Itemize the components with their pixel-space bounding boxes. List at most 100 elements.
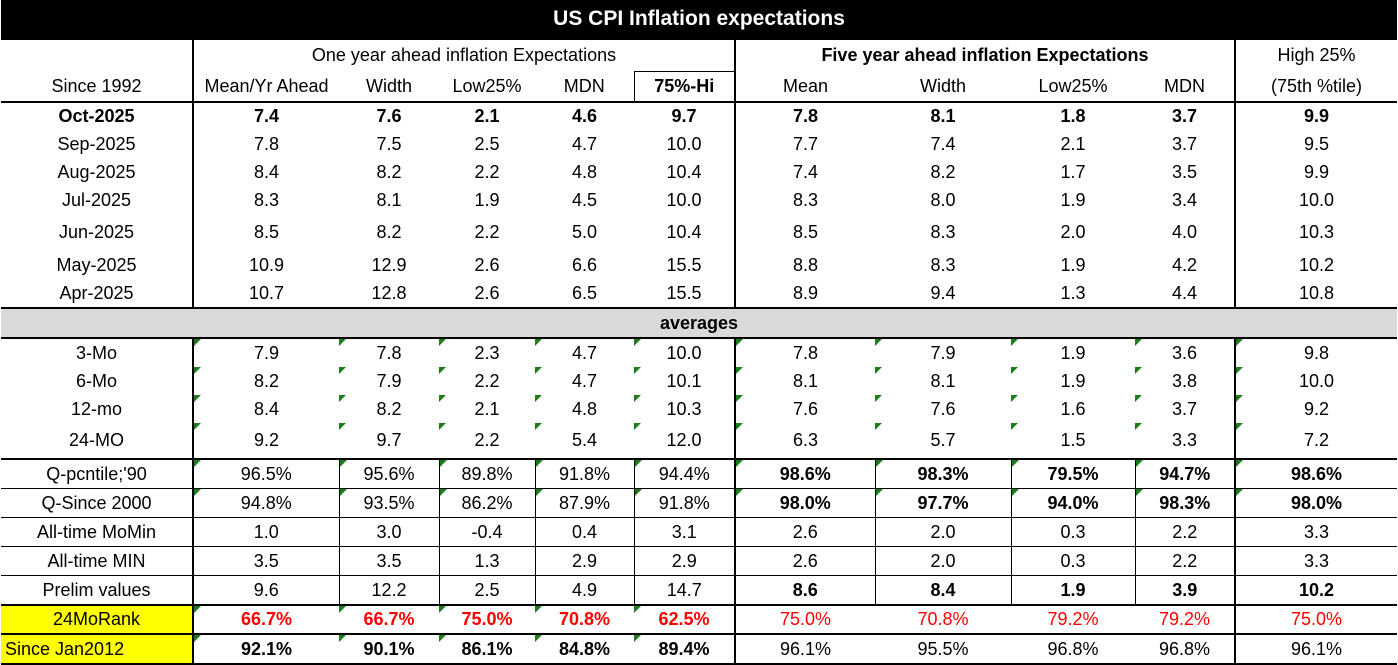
- month-row: Jun-2025 8.5 8.2 2.2 5.0 10.4 8.5 8.3 2.0 4.0 10.3: [1, 214, 1397, 251]
- cell-high25: 7.2: [1235, 423, 1398, 460]
- cell-high25: 10.8: [1235, 279, 1398, 309]
- cell-1y-mean: 10.9: [248, 254, 285, 275]
- cell-1y-low25: 2.5: [474, 133, 500, 154]
- cell-1y-low25: 2.6: [474, 254, 500, 275]
- cell-5y-low25: 0.3: [1011, 517, 1136, 547]
- cell-1y-mean: 10.7: [193, 279, 339, 309]
- cell-5y-mean: 7.8: [792, 106, 819, 126]
- cell-1y-low25: 1.9: [474, 189, 500, 210]
- cell-5y-low25: 1.9: [1011, 367, 1135, 395]
- cell-1y-75hi: 10.3: [634, 395, 736, 423]
- cell-high25: 3.3: [1235, 546, 1398, 576]
- cell-1y-low25: 2.1: [439, 395, 535, 423]
- stat-row: Q-Since 2000 94.8% 93.5% 86.2% 87.9% 91.8% 98.…: [1, 488, 1398, 518]
- cell-1y-mean: 94.8%: [193, 488, 340, 518]
- row-label: Jun-2025: [1, 214, 194, 251]
- cell-1y-mean: 92.1%: [193, 633, 339, 665]
- corner-cell: [1, 38, 194, 72]
- cell-high25: 98.6%: [1235, 459, 1398, 489]
- cell-5y-width: 95.5%: [875, 633, 1011, 665]
- cell-1y-width: 9.7: [339, 423, 439, 460]
- title-row: US CPI Inflation expectations: [1, 0, 1398, 39]
- cell-5y-width: 5.7: [875, 423, 1011, 460]
- cell-5y-mean: 8.6: [735, 575, 876, 606]
- high25-subheader: (75th %tile): [1235, 71, 1398, 103]
- row-label-header: Since 1992: [1, 71, 194, 103]
- cell-1y-mean: 8.4: [253, 161, 280, 182]
- stat-row: Q-pcntile;'90 96.5% 95.6% 89.8% 91.8% 94.4% 98…: [1, 459, 1398, 489]
- cell-high25: 75.0%: [1291, 609, 1343, 629]
- cell-5y-mdn: 3.7: [1135, 395, 1236, 423]
- cell-1y-width: 3.0: [339, 517, 440, 547]
- cell-1y-width: 7.9: [339, 367, 439, 395]
- row-label: 6-Mo: [1, 367, 194, 395]
- col-header-1y-mdn: MDN: [535, 71, 634, 103]
- cell-1y-mdn: 70.8%: [535, 605, 634, 634]
- cell-high25: 9.9: [1304, 161, 1330, 182]
- cell-1y-low25: 2.2: [439, 423, 535, 460]
- cell-1y-75hi: 10.4: [634, 214, 736, 251]
- row-label: May-2025: [1, 251, 194, 279]
- cell-5y-width: 8.1: [875, 367, 1011, 395]
- cell-1y-mean: 7.9: [193, 338, 339, 367]
- cell-5y-low25: 1.9: [1060, 254, 1086, 275]
- cell-5y-width: 7.9: [875, 338, 1011, 367]
- rank-24mo-row: 24MoRank 66.7% 66.7% 75.0% 70.8% 62.5% 75.0% 70…: [1, 605, 1397, 634]
- cell-1y-mdn: 4.8: [535, 395, 634, 423]
- cell-1y-low25: 89.8%: [439, 459, 536, 489]
- cell-1y-width: 93.5%: [339, 488, 440, 518]
- cell-5y-mdn: 3.7: [1135, 130, 1236, 158]
- stat-row: All-time MoMin 1.0 3.0 -0.4 0.4 3.1 2.6 2.0 0.3 2…: [1, 517, 1398, 547]
- cell-5y-width: 8.3: [930, 222, 956, 242]
- month-row: Oct-2025 7.4 7.6 2.1 4.6 9.7 7.8 8.1 1.8 3.7 9.9: [1, 102, 1397, 130]
- cell-1y-width: 95.6%: [339, 459, 440, 489]
- row-label: All-time MIN: [1, 546, 194, 576]
- cell-5y-low25: 1.9: [1011, 575, 1136, 606]
- cell-1y-low25: 2.3: [439, 338, 535, 367]
- cell-5y-mean: 8.1: [735, 367, 875, 395]
- cell-5y-low25: 1.9: [1011, 338, 1135, 367]
- cell-high25: 10.2: [1235, 575, 1398, 606]
- cell-5y-mdn: 4.0: [1135, 214, 1236, 251]
- cell-1y-width: 7.6: [376, 106, 402, 126]
- cell-1y-low25: 2.1: [474, 106, 500, 126]
- cell-1y-75hi: 14.7: [634, 575, 736, 606]
- col-header-1y-75hi: 75%-Hi: [633, 71, 736, 103]
- cell-5y-mean: 8.3: [792, 189, 819, 210]
- cell-1y-75hi: 3.1: [634, 517, 736, 547]
- five-year-group-header: Five year ahead inflation Expectations: [735, 38, 1236, 72]
- cell-5y-low25: 2.0: [1060, 222, 1086, 242]
- high25-header: High 25%: [1235, 38, 1398, 72]
- cell-1y-mdn: 91.8%: [535, 459, 635, 489]
- cell-1y-low25: 2.5: [439, 575, 536, 606]
- sheet-title: US CPI Inflation expectations: [1, 0, 1398, 39]
- cell-1y-mdn: 6.5: [535, 279, 634, 309]
- cell-1y-mdn: 2.9: [535, 546, 635, 576]
- cell-5y-width: 2.0: [875, 517, 1012, 547]
- cell-1y-width: 90.1%: [339, 633, 439, 665]
- cell-5y-low25: 1.9: [1060, 189, 1086, 210]
- cell-1y-mdn: 5.4: [535, 423, 634, 460]
- cell-5y-low25: 1.5: [1011, 423, 1135, 460]
- cell-1y-mdn: 6.6: [571, 254, 598, 275]
- cell-1y-low25: 2.2: [439, 367, 535, 395]
- cell-high25: 10.3: [1299, 222, 1335, 242]
- cell-1y-mdn: 87.9%: [535, 488, 635, 518]
- cell-5y-mdn: 4.2: [1135, 251, 1236, 279]
- month-row: Aug-2025 8.4 8.2 2.2 4.8 10.4 7.4 8.2 1.7 3.5 9.9: [1, 158, 1397, 186]
- col-header-1y-width: Width: [339, 71, 439, 103]
- cell-5y-width: 7.6: [875, 395, 1011, 423]
- cell-5y-mdn: 3.7: [1135, 102, 1236, 130]
- cell-5y-width: 97.7%: [875, 488, 1012, 518]
- cell-1y-low25: 75.0%: [439, 605, 535, 634]
- cell-1y-75hi: 10.0: [634, 130, 736, 158]
- cell-1y-width: 8.2: [376, 161, 402, 182]
- column-header-row: Since 1992 Mean/Yr Ahead Width Low25% MD…: [1, 71, 1398, 103]
- row-label: 12-mo: [1, 395, 194, 423]
- cell-1y-width: 3.5: [339, 546, 440, 576]
- cell-5y-width: 8.3: [930, 254, 956, 275]
- cell-1y-low25: 86.2%: [439, 488, 536, 518]
- cell-5y-mdn: 3.6: [1135, 338, 1236, 367]
- cell-1y-mean: 8.4: [193, 395, 339, 423]
